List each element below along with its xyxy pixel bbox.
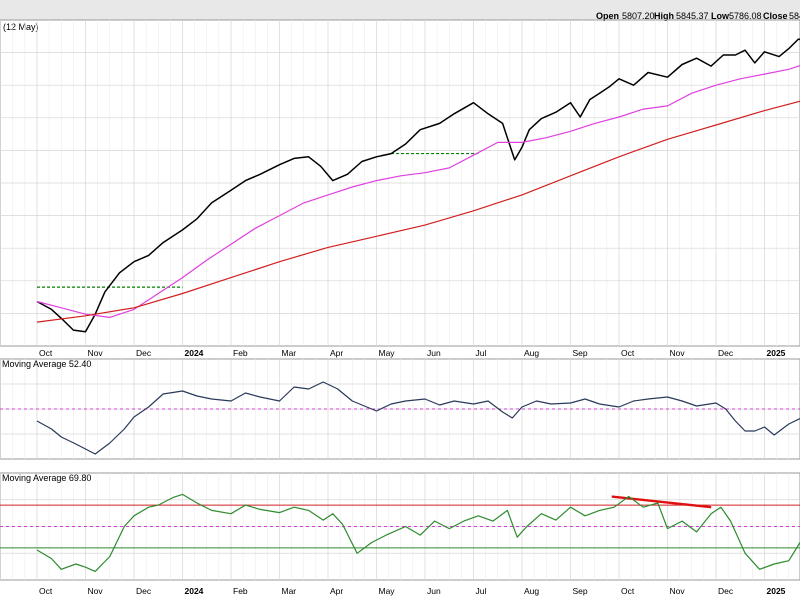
indicator-2-title: Moving Average 69.80 <box>2 473 91 483</box>
period-label: (12 May) <box>3 22 39 32</box>
indicator-1-title: Moving Average 52.40 <box>2 359 91 369</box>
indicator-1-line <box>36 381 800 455</box>
month-tick-label: Nov <box>88 348 104 358</box>
month-tick-label: 2024 <box>185 586 204 596</box>
indicator-panel-2 <box>0 472 800 581</box>
indicator-panel-1 <box>0 358 800 460</box>
month-tick-label: Mar <box>282 586 297 596</box>
month-tick-label: Aug <box>524 348 539 358</box>
bottom-month-axis: Oct Nov Dec 2024 Feb Mar Apr May Jun Jul Aug Sep Oct… <box>39 586 786 596</box>
ohlc-close-value: 584 <box>789 11 800 21</box>
month-tick-label: Jul <box>476 348 487 358</box>
ohlc-high-label: High <box>654 11 674 21</box>
month-tick-label: Oct <box>39 586 53 596</box>
header-bar <box>0 0 800 20</box>
ohlc-open-label: Open <box>596 11 619 21</box>
month-tick-label: Nov <box>670 586 686 596</box>
month-tick-label: May <box>379 348 396 358</box>
month-tick-label: Jun <box>427 586 441 596</box>
month-tick-label: Oct <box>39 348 53 358</box>
month-tick-label: Sep <box>573 586 588 596</box>
month-tick-label: Feb <box>233 586 248 596</box>
panel-frame <box>0 472 800 581</box>
month-tick-label: Mar <box>282 348 297 358</box>
month-tick-label: Apr <box>330 348 343 358</box>
month-tick-label: Jul <box>476 586 487 596</box>
month-tick-label: Oct <box>621 348 635 358</box>
ohlc-high-value: 5845.37 <box>676 11 709 21</box>
ohlc-low-label: Low <box>711 11 730 21</box>
month-tick-label: 2024 <box>185 348 204 358</box>
ohlc-readout: Open 5807.20 High 5845.37 Low 5786.08 Cl… <box>596 11 800 21</box>
price-month-axis: Oct Nov Dec 2024 Feb Mar Apr May Jun Jul Aug Sep Oct… <box>39 348 786 358</box>
ohlc-open-value: 5807.20 <box>622 11 655 21</box>
month-tick-label: Sep <box>573 348 588 358</box>
month-tick-label: 2025 <box>767 348 786 358</box>
month-tick-label: May <box>379 586 396 596</box>
short-moving-average-line <box>36 64 800 318</box>
month-tick-label: Apr <box>330 586 343 596</box>
price-panel <box>0 19 800 347</box>
ohlc-close-label: Close <box>763 11 788 21</box>
month-tick-label: Aug <box>524 586 539 596</box>
long-moving-average-line <box>36 100 800 323</box>
ohlc-low-value: 5786.08 <box>729 11 762 21</box>
panel-frame <box>0 19 800 347</box>
month-tick-label: Jun <box>427 348 441 358</box>
month-tick-label: Dec <box>136 348 152 358</box>
panel-frame <box>0 358 800 460</box>
month-tick-label: Oct <box>621 586 635 596</box>
month-tick-label: Dec <box>136 586 152 596</box>
month-tick-label: Feb <box>233 348 248 358</box>
month-tick-label: Nov <box>88 586 104 596</box>
month-tick-label: 2025 <box>767 586 786 596</box>
price-line <box>36 38 800 333</box>
month-tick-label: Dec <box>718 348 734 358</box>
indicator-2-line <box>36 493 800 573</box>
month-tick-label: Nov <box>670 348 686 358</box>
divergence-trendline <box>611 495 712 509</box>
month-tick-label: Dec <box>718 586 734 596</box>
